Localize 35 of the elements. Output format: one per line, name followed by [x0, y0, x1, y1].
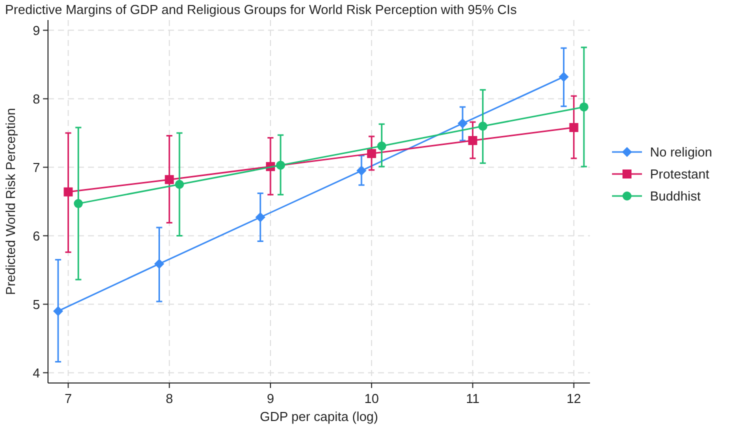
legend-label: Protestant: [650, 166, 710, 182]
x-tick-label: 10: [364, 391, 379, 406]
point: [53, 306, 64, 316]
chart-title: Predictive Margins of GDP and Religious Groups for World Risk Perception with 95% CIs: [5, 2, 518, 17]
x-axis-title: GDP per capita (log): [260, 409, 378, 424]
point: [377, 142, 386, 151]
point: [356, 166, 366, 176]
x-tick-label: 8: [166, 391, 173, 406]
point: [164, 175, 174, 184]
point: [154, 258, 164, 269]
point: [367, 149, 376, 158]
point: [569, 123, 578, 132]
point: [174, 180, 184, 189]
y-tick-label: 9: [32, 22, 40, 38]
y-tick-label: 4: [32, 365, 40, 380]
y-tick-label: 6: [32, 228, 40, 244]
point: [468, 136, 478, 146]
y-tick-label: 8: [32, 91, 40, 106]
point: [276, 160, 286, 170]
y-tick-label: 7: [32, 160, 40, 175]
point: [255, 212, 266, 222]
y-axis-title: Predicted World Risk Perception: [3, 108, 18, 295]
point: [558, 72, 569, 82]
point: [458, 118, 468, 128]
x-tick-label: 11: [466, 391, 480, 406]
point: [478, 122, 488, 131]
legend-label: Buddhist: [650, 188, 701, 204]
legend-label: No religion: [650, 144, 712, 160]
x-tick-label: 9: [266, 391, 274, 406]
point: [74, 199, 83, 208]
point: [64, 187, 73, 196]
x-tick-label: 7: [64, 391, 72, 406]
x-tick-label: 12: [566, 391, 582, 406]
y-tick-label: 5: [32, 296, 40, 312]
point: [579, 102, 588, 112]
